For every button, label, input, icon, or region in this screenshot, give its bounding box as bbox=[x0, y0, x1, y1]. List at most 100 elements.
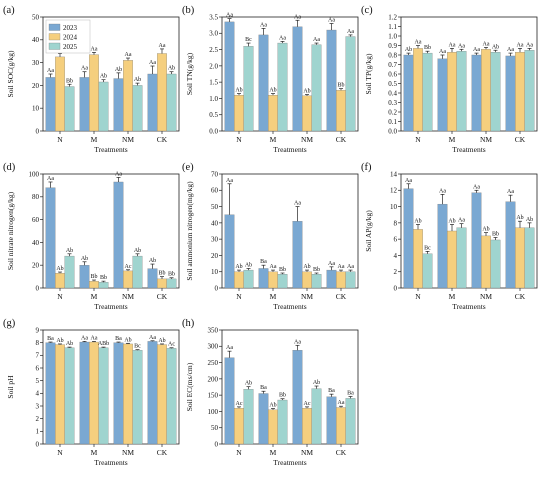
bar-2025 bbox=[456, 227, 467, 289]
y-tick-label: 14 bbox=[390, 170, 398, 178]
y-tick-label: 0.0 bbox=[388, 127, 397, 135]
chart-panel-3: (c) 0.00.1 0.20.3 0.40.5 0.60.7 0.80.9 1.01.1 1… bbox=[361, 5, 538, 154]
y-tick-label: 3 bbox=[36, 402, 40, 410]
significance-label: Ab bbox=[405, 47, 412, 53]
y-tick-label: 0.1 bbox=[388, 118, 397, 126]
panel-letter: (f) bbox=[361, 162, 372, 173]
significance-label: Aa bbox=[313, 37, 320, 43]
y-tick-label: 0.0 bbox=[209, 127, 218, 135]
significance-label: Aa bbox=[526, 42, 533, 48]
significance-label: Bc bbox=[424, 245, 431, 251]
significance-label: Ba bbox=[260, 385, 267, 391]
significance-label: Aa bbox=[260, 22, 267, 28]
y-tick-label: 10 bbox=[211, 268, 219, 276]
y-tick-label: 7 bbox=[36, 352, 40, 360]
x-tick-label: N bbox=[236, 448, 242, 457]
x-tick-label: M bbox=[449, 292, 456, 301]
y-tick-label: 250 bbox=[208, 359, 219, 367]
bar-2023 bbox=[258, 393, 269, 445]
bar-2025 bbox=[422, 253, 433, 289]
plot-frame bbox=[42, 173, 180, 289]
bar-2025 bbox=[422, 52, 433, 132]
bar-2024 bbox=[55, 344, 65, 445]
y-tick-label: 8 bbox=[36, 339, 40, 347]
bar-2025 bbox=[98, 81, 109, 132]
bar-2024 bbox=[481, 49, 491, 132]
x-tick-label: M bbox=[91, 448, 98, 457]
significance-label: Aa bbox=[347, 29, 354, 35]
significance-label: Ab bbox=[235, 88, 242, 94]
significance-label: Bb bbox=[90, 274, 97, 280]
y-tick-label: 2.5 bbox=[209, 46, 218, 54]
y-tick-label: 40 bbox=[32, 36, 40, 44]
chart-panel-4: (d) 0 20 40 60 80 100 Soil nitrate nitrogen(g/k… bbox=[3, 162, 180, 311]
significance-label: Ab bbox=[516, 215, 523, 221]
significance-label: Ab bbox=[66, 248, 73, 254]
bar-2025 bbox=[132, 350, 143, 445]
significance-label: Aa bbox=[473, 184, 480, 190]
bar-2024 bbox=[413, 229, 423, 289]
bar-2024 bbox=[157, 278, 167, 289]
significance-label: Aa bbox=[294, 201, 301, 207]
y-tick-label: 20 bbox=[211, 252, 219, 260]
y-tick-label: 3.0 bbox=[209, 30, 218, 38]
significance-label: Ab bbox=[492, 44, 499, 50]
significance-label: Ab bbox=[66, 341, 73, 347]
x-axis-label: Treatments bbox=[273, 145, 307, 154]
plot-frame bbox=[42, 16, 180, 132]
significance-label: Aa bbox=[449, 42, 456, 48]
x-tick-label: CK bbox=[336, 292, 347, 301]
bar-2024 bbox=[268, 271, 278, 289]
bar-2023 bbox=[79, 341, 90, 445]
bar-2024 bbox=[515, 227, 525, 289]
x-tick-label: M bbox=[449, 135, 456, 144]
x-tick-label: CK bbox=[336, 135, 347, 144]
bar-2023 bbox=[258, 268, 269, 289]
y-axis-label: Soil TP(g/kg) bbox=[364, 53, 373, 94]
bar-2025 bbox=[166, 73, 177, 132]
bar-2024 bbox=[302, 95, 312, 132]
bar-2025 bbox=[64, 255, 75, 289]
bar-2023 bbox=[258, 34, 269, 132]
bar-2023 bbox=[505, 201, 516, 289]
bar-2024 bbox=[234, 271, 244, 289]
x-tick-label: N bbox=[57, 448, 63, 457]
x-tick-label: N bbox=[236, 292, 242, 301]
bar-2024 bbox=[157, 53, 167, 132]
bar-2023 bbox=[45, 342, 56, 445]
y-tick-label: 0.7 bbox=[388, 61, 397, 69]
significance-label: Ab bbox=[269, 88, 276, 94]
significance-label: Bb bbox=[492, 232, 499, 238]
y-tick-label: 0.9 bbox=[388, 42, 397, 50]
bar-2025 bbox=[311, 274, 322, 289]
x-tick-label: NM bbox=[480, 292, 492, 301]
x-tick-label: N bbox=[415, 292, 421, 301]
y-tick-label: 80 bbox=[32, 193, 40, 201]
y-tick-label: 2 bbox=[394, 268, 398, 276]
x-tick-label: N bbox=[415, 135, 421, 144]
bar-2023 bbox=[147, 268, 158, 289]
bar-2024 bbox=[302, 408, 312, 445]
y-axis-label: Soil pH bbox=[6, 375, 15, 399]
bar-2023 bbox=[79, 77, 90, 132]
bar-2025 bbox=[524, 227, 535, 289]
x-axis-label: Treatments bbox=[94, 302, 128, 311]
y-tick-label: 100 bbox=[29, 170, 40, 178]
plot-frame bbox=[221, 16, 359, 132]
y-tick-label: 0.4 bbox=[388, 89, 397, 97]
bar-2023 bbox=[224, 214, 235, 289]
significance-label: Ab bbox=[482, 227, 489, 233]
bar-2023 bbox=[471, 54, 482, 132]
bar-2023 bbox=[471, 192, 482, 289]
y-tick-label: 40 bbox=[32, 239, 40, 247]
significance-label: Ac bbox=[168, 342, 175, 348]
x-tick-label: NM bbox=[122, 135, 134, 144]
significance-label: Bc bbox=[134, 344, 141, 350]
bar-2025 bbox=[456, 51, 467, 132]
x-tick-label: M bbox=[91, 135, 98, 144]
plot-frame bbox=[400, 173, 538, 289]
chart-panel-1: (a) 0 10 20 30 40 50 Soil SOC(g/kg) N Aa Aa Bb M Aa Aa… bbox=[3, 5, 180, 154]
significance-label: Aa bbox=[81, 66, 88, 72]
plot-frame bbox=[221, 173, 359, 289]
